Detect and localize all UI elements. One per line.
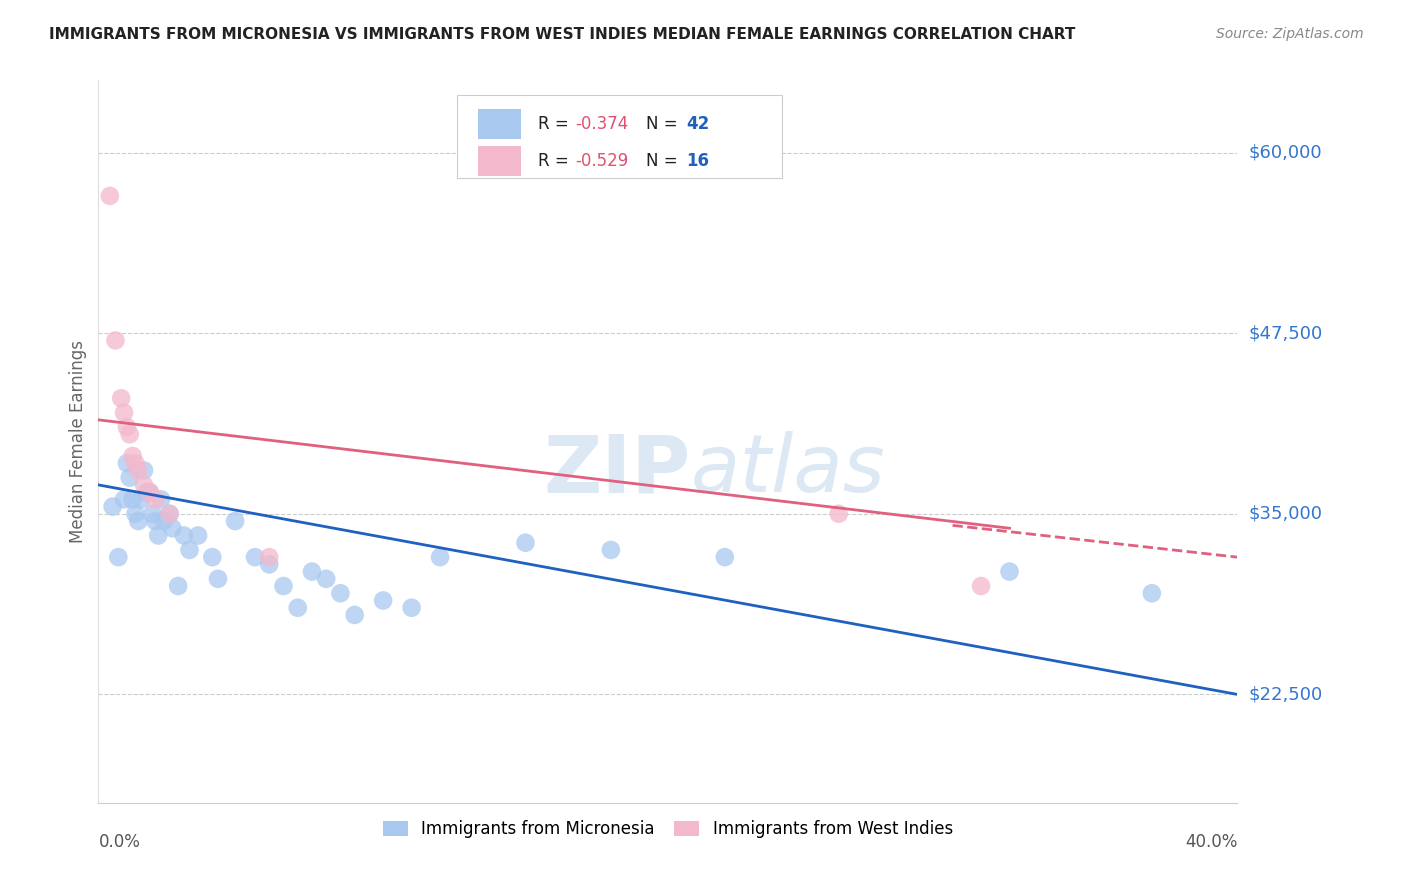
- FancyBboxPatch shape: [457, 95, 782, 178]
- FancyBboxPatch shape: [478, 146, 522, 177]
- Point: [287, 600, 309, 615]
- Point: [162, 521, 184, 535]
- Point: [207, 572, 229, 586]
- Point: [101, 500, 124, 514]
- Point: [343, 607, 366, 622]
- Point: [401, 600, 423, 615]
- Point: [600, 542, 623, 557]
- Text: 40.0%: 40.0%: [1185, 833, 1237, 851]
- Y-axis label: Median Female Earnings: Median Female Earnings: [69, 340, 87, 543]
- Text: atlas: atlas: [690, 432, 886, 509]
- Point: [112, 492, 135, 507]
- Point: [115, 456, 138, 470]
- Point: [259, 550, 281, 565]
- Point: [273, 579, 295, 593]
- Point: [224, 514, 246, 528]
- Text: IMMIGRANTS FROM MICRONESIA VS IMMIGRANTS FROM WEST INDIES MEDIAN FEMALE EARNINGS: IMMIGRANTS FROM MICRONESIA VS IMMIGRANTS…: [49, 27, 1076, 42]
- Text: $60,000: $60,000: [1249, 144, 1322, 161]
- Point: [243, 550, 266, 565]
- Point: [998, 565, 1021, 579]
- Point: [121, 492, 143, 507]
- Point: [373, 593, 395, 607]
- Point: [150, 492, 173, 507]
- Text: $35,000: $35,000: [1249, 505, 1323, 523]
- Point: [118, 427, 141, 442]
- Text: 16: 16: [686, 153, 709, 170]
- Text: R =: R =: [538, 115, 574, 133]
- Point: [138, 485, 160, 500]
- Point: [1140, 586, 1163, 600]
- Point: [124, 456, 146, 470]
- Point: [129, 492, 152, 507]
- Legend: Immigrants from Micronesia, Immigrants from West Indies: Immigrants from Micronesia, Immigrants f…: [375, 814, 960, 845]
- Point: [970, 579, 993, 593]
- Point: [167, 579, 190, 593]
- Point: [173, 528, 195, 542]
- Point: [107, 550, 129, 565]
- Point: [153, 514, 176, 528]
- Point: [429, 550, 451, 565]
- FancyBboxPatch shape: [478, 109, 522, 139]
- Text: -0.374: -0.374: [575, 115, 628, 133]
- Text: N =: N =: [647, 153, 683, 170]
- Text: R =: R =: [538, 153, 574, 170]
- Text: -0.529: -0.529: [575, 153, 628, 170]
- Point: [301, 565, 323, 579]
- Point: [118, 471, 141, 485]
- Text: N =: N =: [647, 115, 683, 133]
- Point: [828, 507, 851, 521]
- Text: $47,500: $47,500: [1249, 324, 1323, 343]
- Point: [104, 334, 127, 348]
- Point: [201, 550, 224, 565]
- Point: [145, 514, 167, 528]
- Point: [148, 528, 170, 542]
- Point: [127, 514, 149, 528]
- Point: [132, 463, 155, 477]
- Point: [259, 558, 281, 572]
- Point: [138, 485, 160, 500]
- Point: [179, 542, 201, 557]
- Point: [329, 586, 352, 600]
- Point: [159, 507, 181, 521]
- Point: [135, 485, 157, 500]
- Point: [315, 572, 337, 586]
- Point: [515, 535, 537, 549]
- Point: [159, 507, 181, 521]
- Point: [110, 391, 132, 405]
- Point: [141, 507, 163, 521]
- Text: $22,500: $22,500: [1249, 685, 1323, 704]
- Text: 42: 42: [686, 115, 709, 133]
- Point: [121, 449, 143, 463]
- Text: ZIP: ZIP: [543, 432, 690, 509]
- Point: [132, 478, 155, 492]
- Point: [124, 507, 146, 521]
- Point: [187, 528, 209, 542]
- Point: [98, 189, 121, 203]
- Point: [127, 463, 149, 477]
- Text: 0.0%: 0.0%: [98, 833, 141, 851]
- Point: [112, 406, 135, 420]
- Point: [115, 420, 138, 434]
- Text: Source: ZipAtlas.com: Source: ZipAtlas.com: [1216, 27, 1364, 41]
- Point: [145, 492, 167, 507]
- Point: [714, 550, 737, 565]
